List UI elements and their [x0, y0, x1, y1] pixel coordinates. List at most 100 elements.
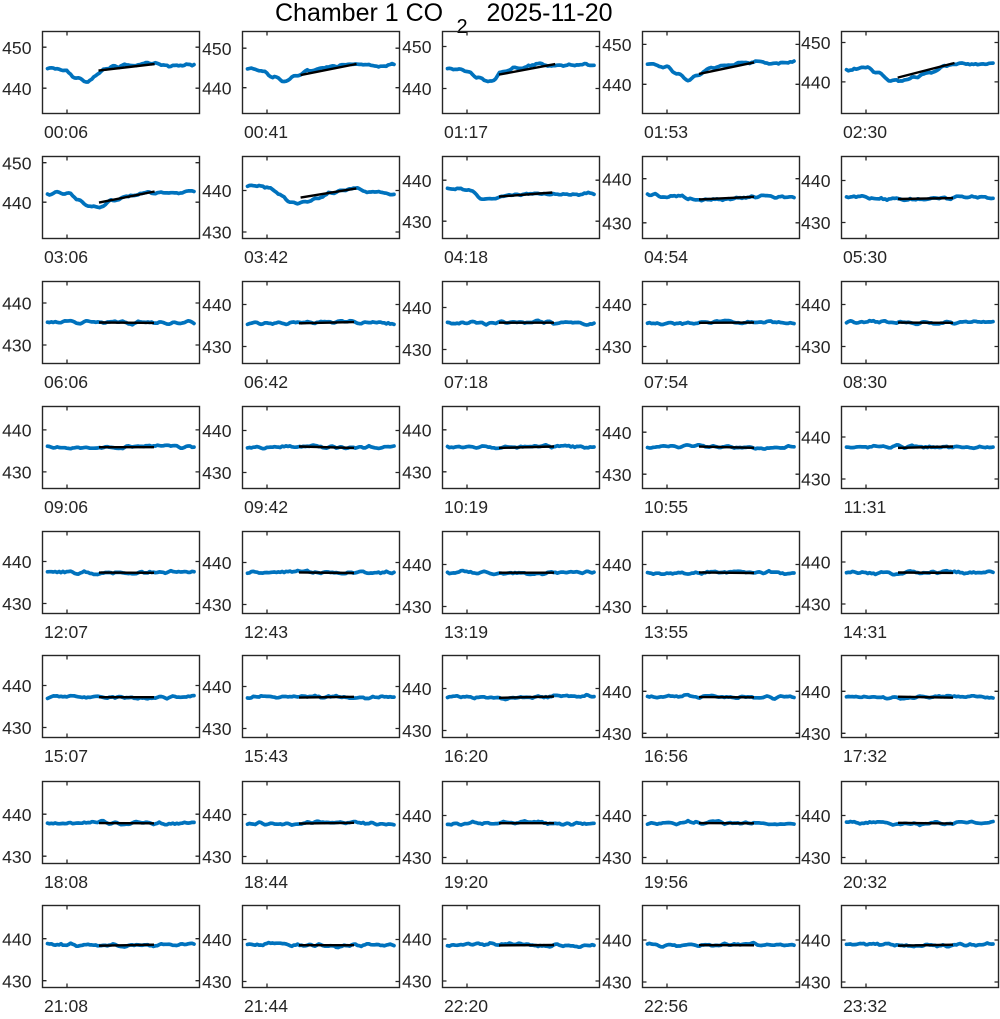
svg-text:440: 440: [801, 295, 831, 315]
svg-text:430: 430: [602, 848, 632, 868]
svg-text:10:19: 10:19: [444, 497, 488, 517]
svg-text:430: 430: [402, 848, 432, 868]
svg-text:04:54: 04:54: [644, 247, 688, 267]
svg-text:440: 440: [2, 805, 32, 825]
svg-text:440: 440: [2, 294, 32, 314]
svg-text:440: 440: [402, 420, 432, 440]
svg-text:440: 440: [402, 806, 432, 826]
svg-text:20:32: 20:32: [843, 872, 887, 892]
svg-text:430: 430: [801, 470, 831, 490]
svg-text:430: 430: [202, 972, 232, 992]
svg-text:09:42: 09:42: [244, 497, 288, 517]
svg-text:440: 440: [202, 78, 232, 98]
svg-text:440: 440: [801, 931, 831, 951]
svg-text:440: 440: [2, 929, 32, 949]
svg-text:430: 430: [2, 336, 32, 356]
svg-text:2025-11-20: 2025-11-20: [487, 0, 613, 27]
svg-text:16:56: 16:56: [644, 746, 688, 766]
svg-text:440: 440: [801, 806, 831, 826]
svg-text:440: 440: [402, 679, 432, 699]
svg-text:14:31: 14:31: [843, 622, 887, 642]
svg-text:430: 430: [801, 337, 831, 357]
svg-text:440: 440: [602, 931, 632, 951]
svg-text:440: 440: [602, 423, 632, 443]
svg-text:15:07: 15:07: [44, 746, 88, 766]
svg-text:12:43: 12:43: [244, 622, 288, 642]
svg-text:22:20: 22:20: [444, 996, 488, 1014]
svg-text:01:53: 01:53: [644, 122, 688, 142]
svg-text:13:55: 13:55: [644, 622, 688, 642]
svg-text:13:19: 13:19: [444, 622, 488, 642]
svg-text:440: 440: [402, 930, 432, 950]
svg-text:09:06: 09:06: [44, 497, 88, 517]
svg-text:440: 440: [2, 676, 32, 696]
svg-text:11:31: 11:31: [844, 497, 887, 517]
svg-text:07:18: 07:18: [444, 372, 488, 392]
svg-text:430: 430: [602, 465, 632, 485]
svg-text:440: 440: [202, 930, 232, 950]
svg-text:450: 450: [2, 153, 32, 173]
svg-text:440: 440: [402, 555, 432, 575]
svg-text:440: 440: [402, 298, 432, 318]
svg-text:430: 430: [402, 340, 432, 360]
svg-text:430: 430: [402, 597, 432, 617]
svg-text:06:42: 06:42: [244, 372, 288, 392]
svg-text:440: 440: [801, 682, 831, 702]
svg-text:440: 440: [602, 555, 632, 575]
svg-text:430: 430: [602, 337, 632, 357]
svg-text:440: 440: [202, 295, 232, 315]
svg-text:430: 430: [2, 463, 32, 483]
svg-text:21:44: 21:44: [244, 996, 288, 1014]
svg-text:430: 430: [801, 973, 831, 993]
svg-text:04:18: 04:18: [444, 247, 488, 267]
svg-text:430: 430: [602, 213, 632, 233]
svg-text:02:30: 02:30: [843, 122, 887, 142]
svg-text:19:20: 19:20: [444, 872, 488, 892]
svg-text:430: 430: [202, 463, 232, 483]
svg-text:06:06: 06:06: [44, 372, 88, 392]
svg-text:07:54: 07:54: [644, 372, 688, 392]
svg-text:00:41: 00:41: [244, 122, 288, 142]
svg-text:430: 430: [602, 597, 632, 617]
svg-text:440: 440: [2, 79, 32, 99]
svg-text:10:55: 10:55: [644, 497, 688, 517]
svg-text:430: 430: [602, 973, 632, 993]
svg-text:430: 430: [801, 213, 831, 233]
svg-text:440: 440: [602, 806, 632, 826]
svg-text:430: 430: [2, 718, 32, 738]
svg-text:430: 430: [801, 724, 831, 744]
svg-text:15:43: 15:43: [244, 746, 288, 766]
svg-text:440: 440: [202, 553, 232, 573]
svg-text:2: 2: [457, 16, 468, 38]
svg-text:430: 430: [202, 847, 232, 867]
svg-text:450: 450: [2, 38, 32, 58]
svg-text:430: 430: [602, 724, 632, 744]
svg-text:08:30: 08:30: [843, 372, 887, 392]
svg-text:440: 440: [801, 73, 831, 93]
svg-text:18:08: 18:08: [44, 872, 88, 892]
svg-text:22:56: 22:56: [644, 996, 688, 1014]
svg-text:18:44: 18:44: [244, 872, 288, 892]
svg-text:430: 430: [202, 595, 232, 615]
svg-text:440: 440: [602, 295, 632, 315]
svg-text:440: 440: [2, 421, 32, 441]
svg-text:440: 440: [801, 428, 831, 448]
svg-text:19:56: 19:56: [644, 872, 688, 892]
svg-text:430: 430: [402, 972, 432, 992]
svg-text:440: 440: [602, 682, 632, 702]
svg-text:430: 430: [2, 971, 32, 991]
svg-text:440: 440: [2, 193, 32, 213]
svg-text:440: 440: [801, 553, 831, 573]
svg-text:440: 440: [801, 171, 831, 191]
svg-text:430: 430: [402, 721, 432, 741]
svg-text:450: 450: [602, 35, 632, 55]
svg-text:12:07: 12:07: [44, 622, 88, 642]
svg-text:00:06: 00:06: [44, 122, 88, 142]
svg-text:01:17: 01:17: [444, 122, 488, 142]
svg-text:17:32: 17:32: [843, 746, 887, 766]
svg-text:450: 450: [202, 39, 232, 59]
svg-text:430: 430: [801, 848, 831, 868]
svg-text:03:42: 03:42: [244, 247, 288, 267]
svg-text:Chamber 1 CO: Chamber 1 CO: [275, 0, 443, 27]
svg-text:440: 440: [202, 677, 232, 697]
